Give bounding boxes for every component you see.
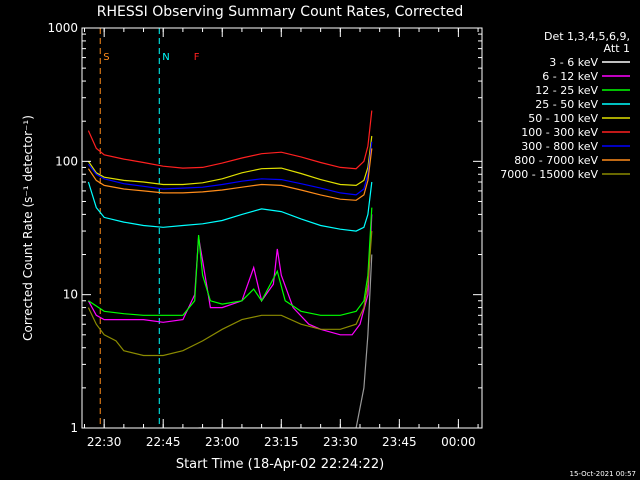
- x-tick-label: 23:45: [382, 435, 417, 449]
- y-axis-label: Corrected Count Rate (s⁻¹ detector⁻¹): [21, 115, 35, 341]
- legend-header-line: Det 1,3,4,5,6,9,: [544, 30, 630, 43]
- x-tick-label: 22:45: [146, 435, 181, 449]
- annotation-label-f: F: [194, 52, 200, 63]
- y-tick-label: 10: [63, 288, 78, 302]
- annotation-label-s: S: [103, 52, 109, 63]
- series-line-7: [87, 148, 373, 201]
- x-tick-label: 00:00: [441, 435, 476, 449]
- series-line-5: [87, 110, 373, 170]
- footer-date: 15-Oct-2021 00:57: [570, 470, 636, 478]
- legend-entry-label: 25 - 50 keV: [535, 98, 598, 111]
- y-tick-label: 100: [55, 154, 78, 168]
- legend-header-line: Att 1: [604, 42, 630, 55]
- series-layer: [87, 110, 373, 428]
- legend-entry-label: 100 - 300 keV: [521, 126, 598, 139]
- series-line-3: [87, 181, 373, 232]
- x-tick-label: 23:00: [205, 435, 240, 449]
- legend-entry-label: 12 - 25 keV: [535, 84, 598, 97]
- y-axis: 1 10 100 1000: [47, 21, 482, 435]
- legend-entry-label: 6 - 12 keV: [542, 70, 598, 83]
- series-line-0: [198, 254, 373, 428]
- annotation-label-n: N: [162, 52, 169, 63]
- x-tick-label: 22:30: [87, 435, 122, 449]
- legend-entry-label: 3 - 6 keV: [549, 56, 598, 69]
- y-tick-label: 1: [70, 421, 78, 435]
- chart-title: RHESSI Observing Summary Count Rates, Co…: [97, 4, 463, 20]
- x-axis-label: Start Time (18-Apr-02 22:24:22): [176, 457, 384, 472]
- annotation-lines: [99, 28, 160, 428]
- legend-entry-label: 300 - 800 keV: [521, 140, 598, 153]
- plot-frame: [81, 27, 483, 429]
- series-line-6: [87, 141, 373, 196]
- x-axis: 22:30 22:45 23:00 23:15 23:30 23:45 00:00: [83, 28, 479, 449]
- series-line-8: [87, 231, 373, 357]
- legend-entry-label: 800 - 7000 keV: [514, 154, 598, 167]
- x-tick-label: 23:15: [264, 435, 299, 449]
- legend-entry-label: 50 - 100 keV: [528, 112, 598, 125]
- legend-entry-label: 7000 - 15000 keV: [500, 168, 598, 181]
- y-tick-label: 1000: [47, 21, 78, 35]
- x-tick-label: 23:30: [323, 435, 358, 449]
- series-line-4: [87, 135, 373, 187]
- series-line-2: [88, 207, 373, 316]
